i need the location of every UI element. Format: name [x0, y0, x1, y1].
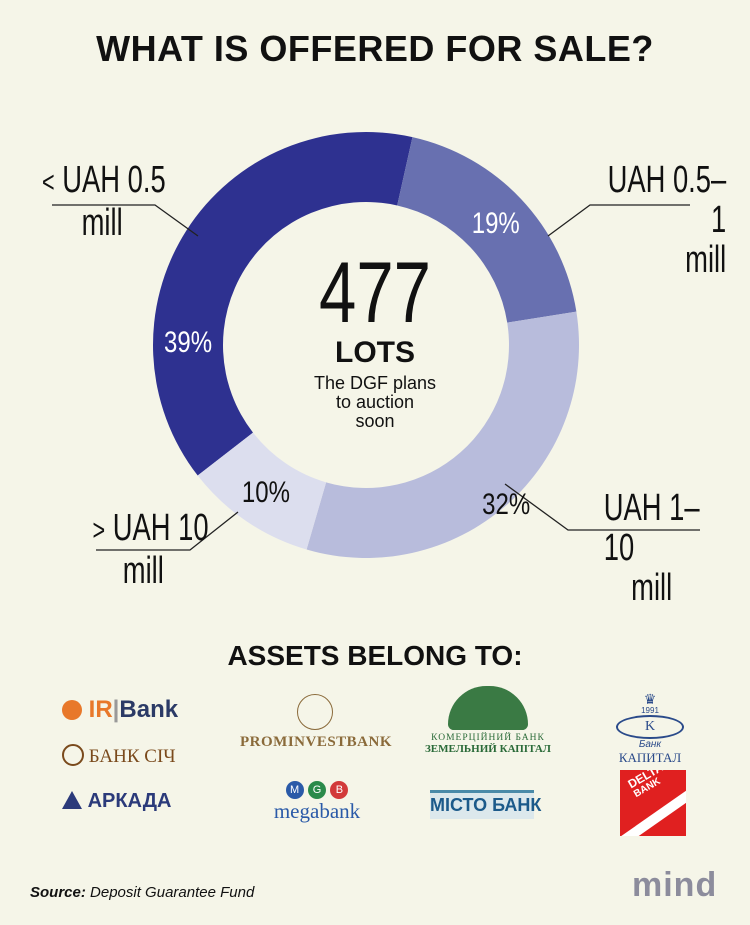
arkada-icon [62, 791, 82, 809]
category-label-0-5-to-1: UAH 0.5–1 mill [607, 159, 727, 281]
page-title: WHAT IS OFFERED FOR SALE? [96, 28, 654, 69]
lots-count: 477 [319, 245, 431, 341]
ir-bank-icon [62, 700, 82, 720]
logo-arkada: АРКАДА [62, 790, 171, 813]
leader-line-b [547, 204, 690, 237]
category-label-1-to-10: UAH 1–10 mill [603, 487, 700, 609]
logo-misto-bank: МІСТО БАНК [430, 790, 541, 819]
assets-heading: ASSETS BELONG TO: [227, 640, 523, 671]
megabank-b-icon: B [330, 781, 349, 799]
source-note: Source: Deposit Guarantee Fund [30, 884, 255, 901]
prominvest-emblem-icon [297, 694, 333, 730]
leader-line-a [52, 204, 199, 237]
logo-zemelny-kapital: КОМЕРЦІЙНИЙ БАНК ЗЕМЕЛЬНИЙ КАПІТАЛ [420, 686, 556, 755]
logo-megabank: M G B megabank [262, 780, 372, 824]
donut-slice-0 [153, 132, 413, 476]
donut-chart: 39% 19% 32% 10% [52, 132, 700, 558]
logo-bank-kapital: ♛ 1991 K Банк КАПИТАЛ [612, 692, 688, 766]
slice-percent-label-2: 32% [482, 486, 530, 520]
megabank-m-icon: M [285, 781, 304, 799]
leader-line-c [504, 483, 700, 531]
slice-percent-label-0: 39% [164, 325, 212, 359]
logo-delta-bank: DELTA BANK [620, 770, 686, 836]
brand-logo: mind [632, 866, 718, 904]
donut-slice-1 [397, 137, 577, 323]
megabank-g-icon: G [308, 781, 326, 799]
lots-label: LOTS [335, 336, 415, 369]
category-label-over-10: > UAH 10 mill [92, 507, 209, 592]
bank-sich-icon [62, 744, 84, 766]
category-label-under-0-5: < UAH 0.5 mill [42, 159, 166, 244]
slice-percent-label-1: 19% [472, 206, 520, 240]
logo-ir-bank: IR|Bank [62, 696, 178, 724]
logo-prominvestbank: PROMINVESTBANK [240, 694, 392, 751]
crown-icon: ♛ [643, 691, 657, 707]
leader-line-d [96, 511, 239, 551]
donut-slice-2 [306, 311, 579, 558]
logo-bank-sich: БАНК СІЧ [62, 744, 176, 768]
zemelny-emblem-icon [448, 686, 528, 730]
donut-slice-3 [197, 432, 327, 550]
kapital-k-icon: K [616, 715, 684, 739]
slice-percent-label-3: 10% [242, 475, 290, 509]
lots-description: The DGF plans to auction soon [313, 373, 437, 431]
